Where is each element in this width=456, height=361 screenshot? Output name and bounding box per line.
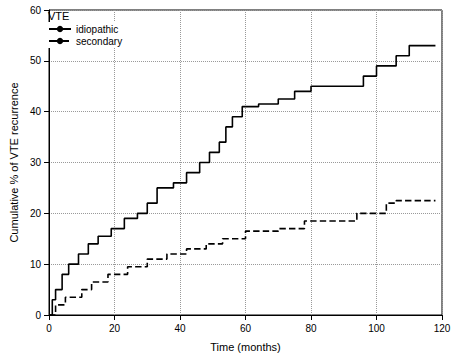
svg-text:Time (months): Time (months) <box>210 341 281 353</box>
svg-text:secondary: secondary <box>76 36 122 47</box>
svg-text:30: 30 <box>30 157 42 168</box>
svg-text:60: 60 <box>30 5 42 16</box>
svg-text:20: 20 <box>30 208 42 219</box>
svg-text:40: 40 <box>30 106 42 117</box>
svg-text:0: 0 <box>46 323 52 334</box>
svg-text:idiopathic: idiopathic <box>76 24 118 35</box>
svg-text:VTE: VTE <box>48 10 69 22</box>
svg-text:40: 40 <box>174 323 186 334</box>
svg-text:60: 60 <box>240 323 252 334</box>
svg-text:0: 0 <box>35 310 41 321</box>
svg-text:Cumulative % of VTE recurrence: Cumulative % of VTE recurrence <box>8 82 20 242</box>
svg-text:100: 100 <box>368 323 385 334</box>
svg-text:10: 10 <box>30 259 42 270</box>
svg-text:80: 80 <box>305 323 317 334</box>
svg-text:50: 50 <box>30 55 42 66</box>
svg-text:120: 120 <box>434 323 451 334</box>
svg-text:20: 20 <box>109 323 121 334</box>
